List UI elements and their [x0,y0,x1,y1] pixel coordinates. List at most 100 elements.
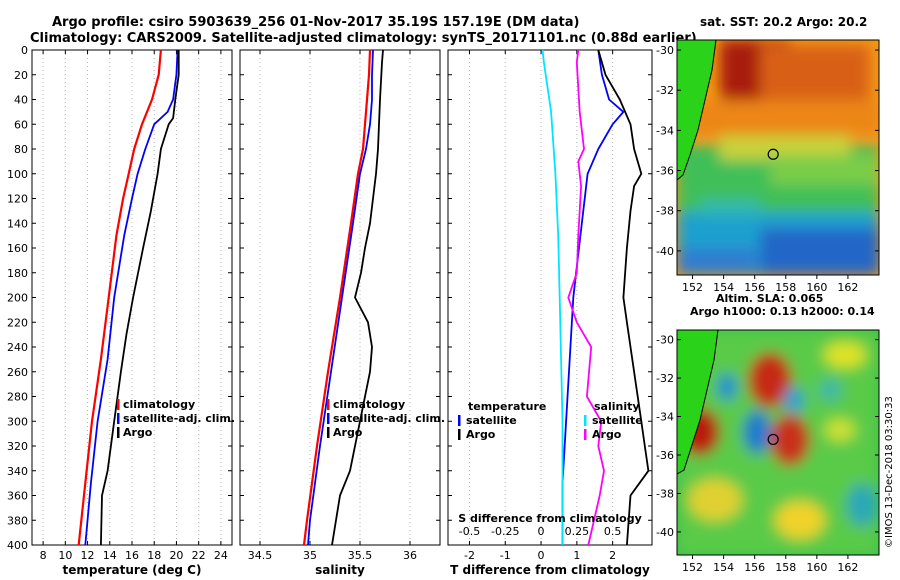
legend-swatch-1 [117,413,120,424]
legend-swatch-2 [117,427,120,438]
legend-swatch-diff [458,429,461,440]
map-xtick-label: 154 [713,561,734,574]
map-xtick-label: 156 [744,281,765,294]
depth-tick-label: 200 [7,292,28,305]
map-ytick-label: -38 [656,487,674,500]
salinity-series-climatology [302,49,372,546]
map-xtick-label: 162 [837,281,858,294]
s-diff-axis-label: S difference from climatology [458,512,642,525]
legend-label-diff: satellite [466,414,517,427]
depth-tick-label: 20 [14,69,28,82]
temperature-xlabel: temperature (deg C) [63,563,202,577]
temperature-xtick-label: 20 [169,549,183,562]
legend-title-temperature: temperature [468,400,546,413]
temperature-xtick-label: 10 [58,549,72,562]
map-xtick-label: 160 [806,281,827,294]
depth-tick-label: 380 [7,514,28,527]
s-diff-tick-label: -0.5 [459,525,480,538]
difference-xtick-label: 2 [609,549,616,562]
salinity-panel: 34.5 35 35.5 36 salinity climatologysatellite… [239,49,445,577]
legend-label: satellite-adj. clim. [333,412,445,425]
map-ytick-label: -38 [656,205,674,218]
depth-tick-label: 40 [14,94,28,107]
difference-xtick-label: -2 [464,549,475,562]
depth-tick-label: 180 [7,267,28,280]
salinity-xtick-label: 35 [303,549,317,562]
salinity-series-satellite-adj-clim- [307,49,374,546]
legend-title-salinity: salinity [594,400,640,413]
legend-label-diff: satellite [592,414,643,427]
temperature-series-climatology [77,49,162,546]
difference-series-s-satellite [541,49,564,545]
salinity-xtick-label: 36 [403,549,417,562]
map-xtick-label: 152 [682,561,703,574]
map-xtick-label: 156 [744,561,765,574]
difference-plot-area [447,49,653,546]
temperature-xtick-label: 24 [214,549,228,562]
salinity-xlabel: salinity [315,563,365,577]
imos-timestamp: ©IMOS 13-Dec-2018 03:30:33 [884,396,895,548]
sla-map: Altim. SLA: 0.065 Argo h1000: 0.13 h2000… [656,292,880,574]
temperature-panel: 8 10 12 14 16 18 20 22 2402040608010012014016018… [7,44,235,577]
difference-xtick-label: 0 [538,549,545,562]
depth-tick-label: 100 [7,168,28,181]
s-diff-tick-label: 0 [538,525,545,538]
temperature-xtick-label: 8 [40,549,47,562]
legend-label: climatology [123,398,195,411]
depth-tick-label: 320 [7,440,28,453]
depth-tick-label: 120 [7,193,28,206]
map-xtick-label: 158 [775,561,796,574]
difference-series-t-argo [597,49,650,546]
sla-profile-marker [767,433,779,446]
legend-label: Argo [333,426,363,439]
salinity-xtick-label: 34.5 [248,549,273,562]
depth-tick-label: 260 [7,366,28,379]
legend-label-diff: Argo [466,428,496,441]
header-line2: Climatology: CARS2009. Satellite-adjuste… [30,31,697,46]
s-diff-tick-label: 0.25 [565,525,590,538]
difference-series-s-argo [567,49,605,546]
difference-xtick-label: -1 [500,549,511,562]
depth-tick-label: 300 [7,415,28,428]
temperature-series-satellite-adj-clim- [84,49,179,546]
header-line1: Argo profile: csiro 5903639_256 01-Nov-2… [52,15,579,30]
legend-swatch-0 [327,399,330,410]
map-ytick-label: -40 [656,245,674,258]
depth-tick-label: 80 [14,143,28,156]
map-ytick-label: -34 [656,124,674,137]
difference-xtick-label: 1 [573,549,580,562]
depth-tick-label: 60 [14,118,28,131]
salinity-series-argo [331,49,384,546]
temperature-xtick-label: 22 [192,549,206,562]
map-ytick-label: -32 [656,372,674,385]
sst-profile-marker [767,148,779,160]
map-ytick-label: -30 [656,334,674,347]
legend-label-diff: Argo [592,428,622,441]
s-diff-tick-label: -0.25 [491,525,519,538]
legend-swatch-diff [584,415,587,426]
temperature-series-argo [100,50,180,546]
legend-label: climatology [333,398,405,411]
legend-swatch-0 [117,399,120,410]
map-ytick-label: -36 [656,449,674,462]
map-xtick-label: 154 [713,281,734,294]
temperature-xtick-label: 18 [147,549,161,562]
salinity-xtick-label: 35.5 [348,549,373,562]
depth-tick-label: 220 [7,316,28,329]
legend-swatch-diff [584,429,587,440]
depth-tick-label: 280 [7,391,28,404]
map-ytick-label: -32 [656,84,674,97]
difference-xlabel: T difference from climatology [450,563,650,577]
sla-map-title: Altim. SLA: 0.065 [716,292,823,305]
depth-tick-label: 340 [7,465,28,478]
map-xtick-label: 160 [806,561,827,574]
legend-label: satellite-adj. clim. [123,412,235,425]
difference-panel: -2 -1 0 1 2T difference from climatology -0.5… [447,49,653,577]
depth-tick-label: 400 [7,539,28,552]
map-xtick-label: 162 [837,561,858,574]
map-xtick-label: 158 [775,281,796,294]
temperature-xtick-label: 12 [81,549,95,562]
legend-swatch-2 [327,427,330,438]
difference-series-t-satellite [561,49,625,545]
